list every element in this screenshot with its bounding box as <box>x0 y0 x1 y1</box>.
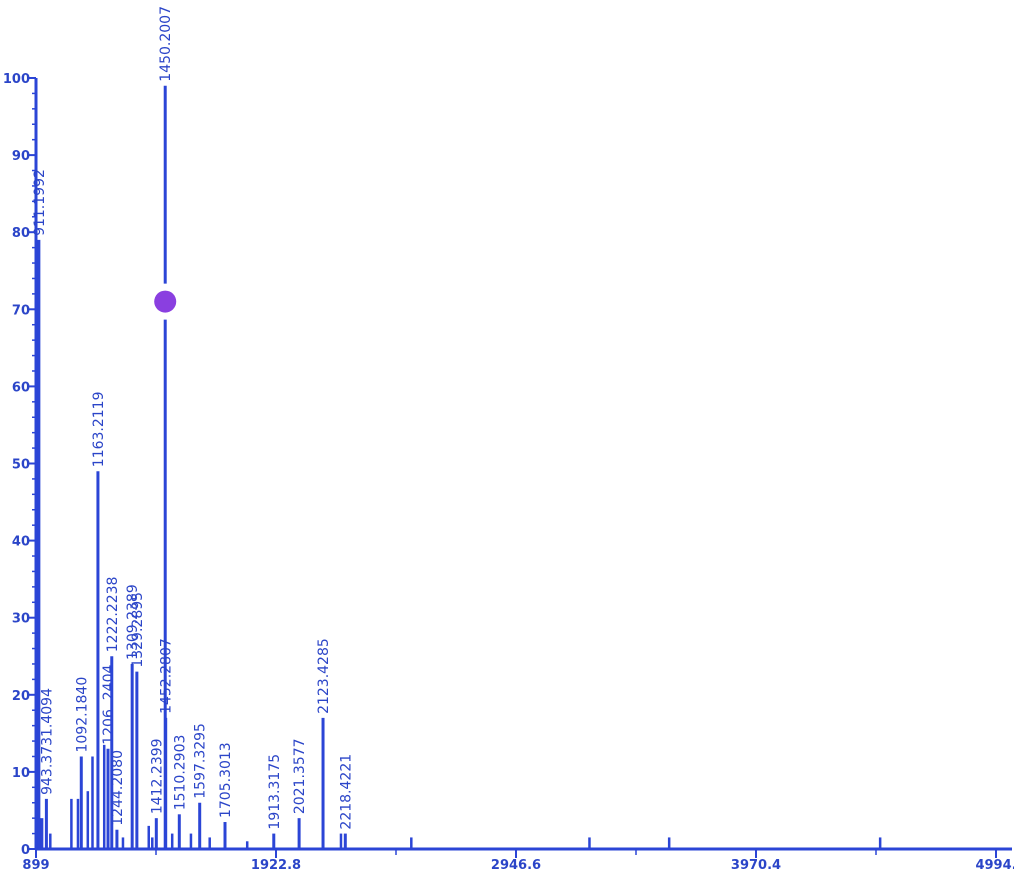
peak-label: 2123.4285 <box>316 638 332 714</box>
peak-label: 1309.2389 <box>125 584 141 660</box>
peak-label: 1222.2238 <box>105 577 121 653</box>
y-tick-label: 30 <box>12 612 30 627</box>
peak-label: 1450.2007 <box>158 6 174 82</box>
peak-label: 1913.3175 <box>267 754 283 830</box>
peak-label: 943.3731.4094 <box>39 688 55 795</box>
peak-label: 911.1992 <box>32 169 48 236</box>
x-tick-label: 2946.6 <box>491 858 541 872</box>
peak-label: 1597.3295 <box>193 723 209 799</box>
peak-label: 1206 .2404 <box>101 665 117 745</box>
y-tick-label: 60 <box>12 380 30 395</box>
y-tick-label: 80 <box>12 226 30 241</box>
y-tick-label: 20 <box>12 689 30 704</box>
y-tick-label: 100 <box>3 72 30 87</box>
peak-label: 1092.1840 <box>74 677 90 753</box>
peak-label: 1244.2080 <box>110 750 126 826</box>
y-tick-label: 90 <box>12 149 30 164</box>
y-tick-label: 10 <box>12 766 30 781</box>
peak-label: 1163.2119 <box>91 391 107 467</box>
peak-label: 1705.3013 <box>218 742 234 818</box>
y-tick-label: 40 <box>12 535 30 550</box>
peak-label: 1452.2807 <box>159 638 175 714</box>
x-tick-label: 4994. <box>975 858 1014 872</box>
peak-label: 2021.3577 <box>292 738 308 814</box>
peak-label: 1412.2399 <box>149 738 165 814</box>
peak-label: 2218.4221 <box>338 754 354 830</box>
y-tick-label: 70 <box>12 303 30 318</box>
marker <box>154 290 177 313</box>
x-tick-label: 3970.4 <box>731 858 781 872</box>
x-tick-label: 1922.8 <box>251 858 301 872</box>
y-tick-label: 0 <box>21 843 30 858</box>
peak-label: 1329.2895 <box>130 592 146 668</box>
x-tick-label: 899 <box>22 858 49 872</box>
y-tick-label: 50 <box>12 458 30 473</box>
peak-label: 1510.2903 <box>172 735 188 811</box>
